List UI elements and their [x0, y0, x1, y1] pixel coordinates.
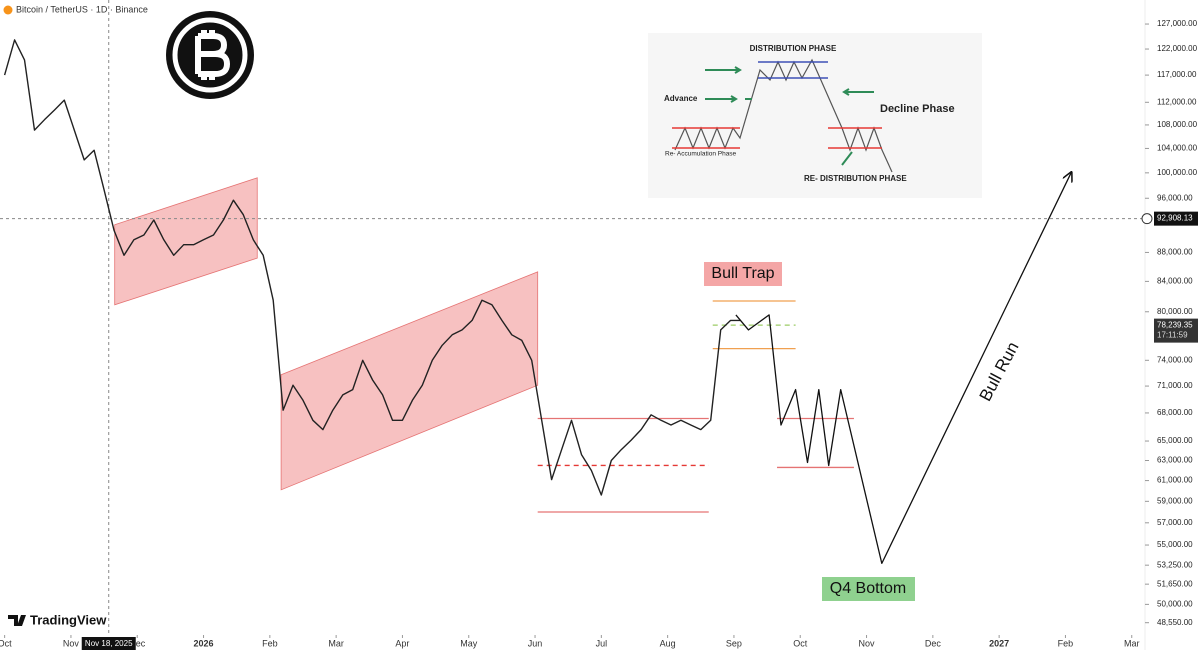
symbol-icon [3, 5, 13, 15]
y-tick-label: 65,000.00 [1157, 436, 1193, 445]
y-tick-label: 68,000.00 [1157, 408, 1193, 417]
y-tick-label: 74,000.00 [1157, 355, 1193, 364]
x-tick-label: Dec [925, 638, 942, 648]
crosshair-icon [1141, 213, 1153, 225]
y-tick-label: 80,000.00 [1157, 307, 1193, 316]
channel [114, 177, 258, 306]
price-line [3, 39, 741, 496]
y-tick-label: 88,000.00 [1157, 248, 1193, 257]
annotation-bg [704, 262, 782, 286]
crosshair-y-box [1154, 211, 1198, 226]
y-tick-label: 55,000.00 [1157, 540, 1193, 549]
inset-text: Advance [664, 94, 698, 103]
annotation: Bull Trap [711, 265, 774, 282]
y-tick-label: 51,650.00 [1157, 579, 1193, 588]
last-price-countdown: 17:11:59 [1157, 331, 1188, 340]
inset-text: RE- DISTRIBUTION PHASE [804, 174, 907, 183]
x-tick-label: Mar [1124, 638, 1140, 648]
x-tick-label: Feb [262, 638, 278, 648]
inset-arrows [705, 66, 874, 166]
x-tick-label: Jul [596, 638, 608, 648]
y-tick-label: 63,000.00 [1157, 456, 1193, 465]
x-tick-label: Nov [859, 638, 876, 648]
y-tick-label: 59,000.00 [1157, 496, 1193, 505]
y-tick-label: 48,550.00 [1157, 618, 1193, 627]
annotation: Q4 Bottom [830, 580, 906, 597]
channel [280, 271, 539, 491]
y-tick-label: 84,000.00 [1157, 277, 1193, 286]
inset-bg [648, 33, 982, 198]
x-tick-label: 2026 [194, 638, 214, 648]
y-tick-label: 96,000.00 [1157, 193, 1193, 202]
y-tick-label: 112,000.00 [1157, 97, 1197, 106]
inset-path [674, 58, 893, 173]
x-tick-label: Mar [328, 638, 344, 648]
y-tick-label: 71,000.00 [1157, 381, 1193, 390]
x-tick-label: Jun [528, 638, 543, 648]
symbol-title: Bitcoin / TetherUS · 1D · Binance [16, 4, 148, 14]
y-tick-label: 53,250.00 [1157, 560, 1193, 569]
watermark-text: TradingView [30, 612, 107, 627]
x-tick-label: May [460, 638, 478, 648]
last-price-label: 78,239.35 [1157, 321, 1193, 330]
y-tick-label: 117,000.00 [1157, 70, 1197, 79]
y-tick-label: 100,000.00 [1157, 168, 1198, 177]
y-tick-label: 108,000.00 [1157, 120, 1198, 129]
y-tick-label: 104,000.00 [1157, 144, 1198, 153]
y-tick-label: 57,000.00 [1157, 518, 1193, 527]
annotation-bg [822, 577, 915, 601]
crosshair-y-label: 92,908.13 [1157, 214, 1193, 223]
y-tick-label: 50,000.00 [1157, 599, 1193, 608]
x-tick-label: Sep [726, 638, 742, 648]
x-tick-label: Oct [793, 638, 808, 648]
inset-text: DISTRIBUTION PHASE [750, 44, 837, 53]
inset-text: Decline Phase [880, 103, 955, 115]
projection-line [735, 172, 1072, 565]
x-tick-label: Nov [63, 638, 80, 648]
x-tick-label: Oct [0, 638, 12, 648]
x-tick-label: 2027 [989, 638, 1009, 648]
inset-text: Re- Accumulation Phase [665, 151, 737, 158]
crosshair-x-box [81, 637, 136, 650]
inset-diagram: DISTRIBUTION PHASE Advance Decline Phase… [648, 33, 982, 198]
bitcoin-logo [166, 11, 254, 99]
y-tick-label: 122,000.00 [1157, 44, 1198, 53]
x-tick-label: Apr [395, 638, 409, 648]
y-tick-label: 61,000.00 [1157, 476, 1193, 485]
x-tick-label: Feb [1058, 638, 1074, 648]
y-tick-label: 127,000.00 [1157, 19, 1198, 28]
x-tick-label: Aug [660, 638, 676, 648]
watermark: TradingView [8, 612, 107, 627]
crosshair-x-label: Nov 18, 2025 [85, 639, 133, 648]
last-price-box [1154, 318, 1198, 343]
x-tick-label: Dec [129, 638, 146, 648]
